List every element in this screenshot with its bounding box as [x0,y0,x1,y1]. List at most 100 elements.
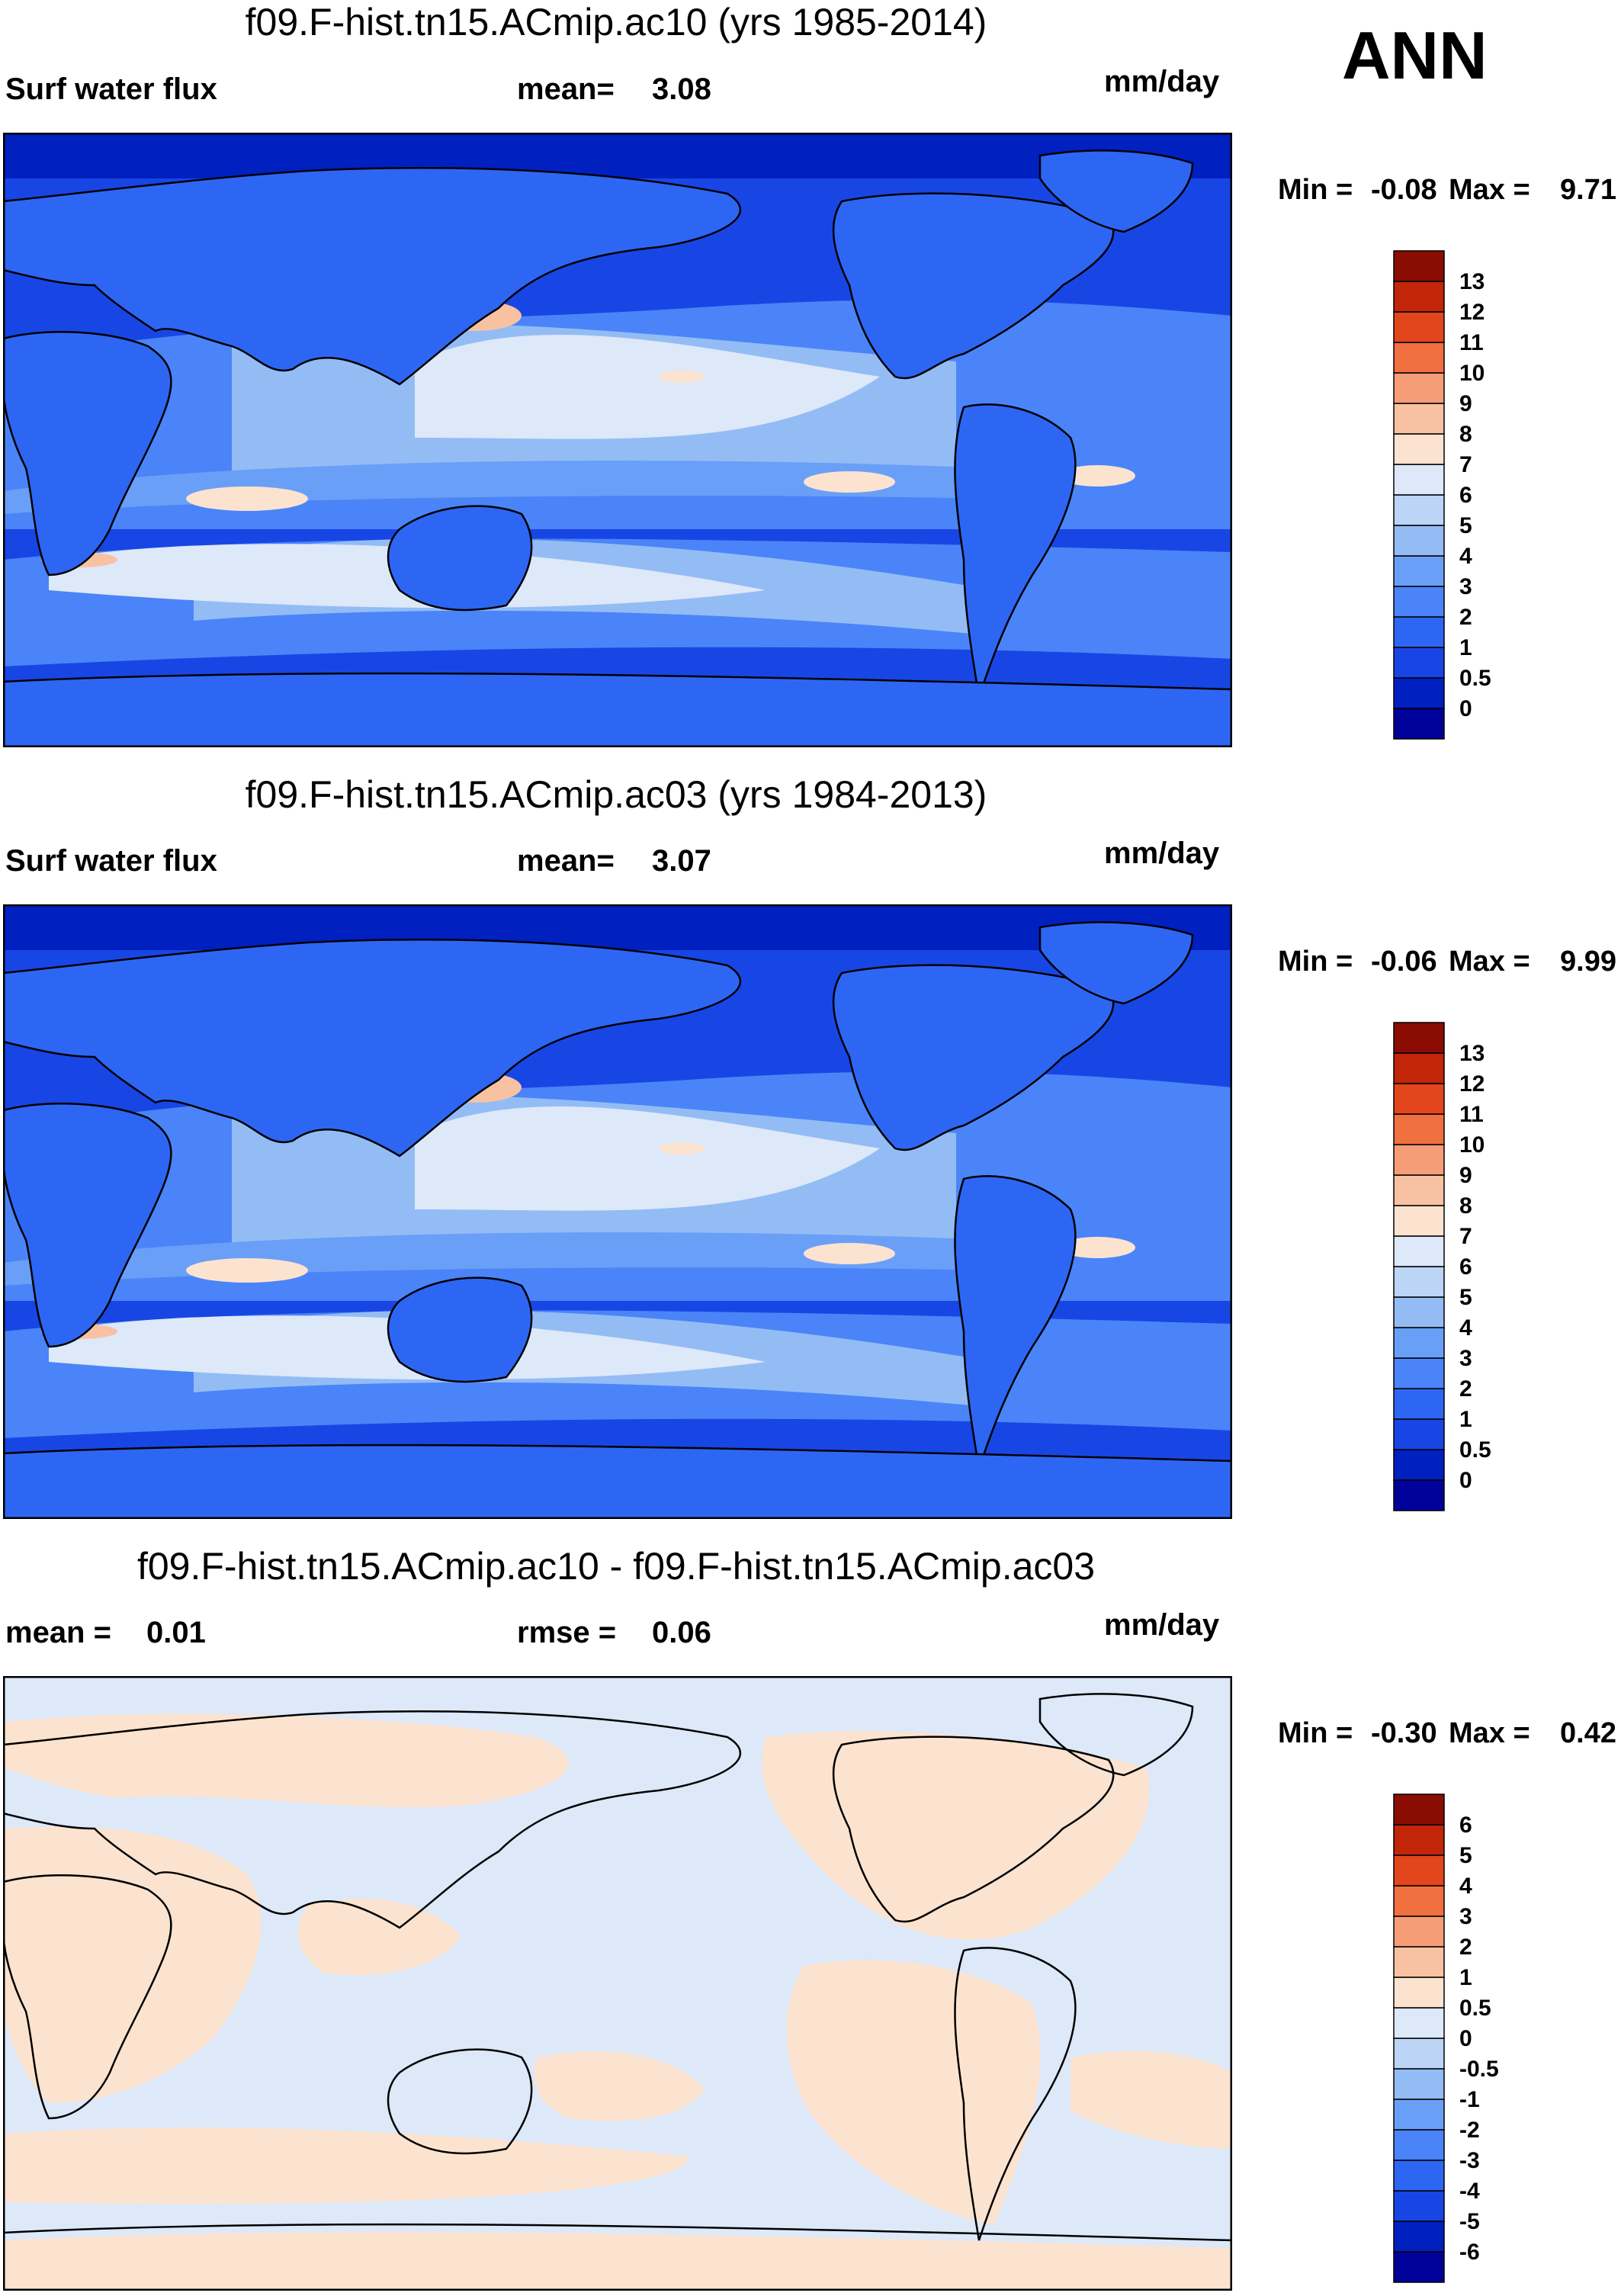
colorbar-segment [1393,1174,1445,1206]
colorbar-segment [1393,555,1445,587]
panel3-units: mm/day [1104,1608,1220,1642]
colorbar-tick-label: -4 [1459,2179,1480,2204]
colorbar-segment [1393,1976,1445,2009]
colorbar-tick-label: -5 [1459,2209,1480,2234]
colorbar-segment [1393,1824,1445,1856]
panel1-min-value: -0.08 [1371,174,1437,206]
colorbar-tick-label: 7 [1459,452,1472,477]
colorbar-tick-label: 0.5 [1459,1437,1491,1463]
colorbar-segment [1393,1357,1445,1389]
panel1-units: mm/day [1104,65,1220,98]
colorbar-segment [1393,1915,1445,1948]
colorbar-tick-label: 8 [1459,422,1472,447]
colorbar-tick-label: 12 [1459,1071,1485,1097]
panel1-mean-label: mean= [517,72,615,106]
colorbar-segment [1393,1266,1445,1298]
colorbar-segment [1393,2190,1445,2222]
colorbar-segment [1393,372,1445,404]
colorbar-segment [1393,677,1445,709]
panel1-map [3,133,1232,747]
colorbar-tick-label: -2 [1459,2118,1480,2143]
panel3-mean-label: mean = [5,1616,111,1649]
colorbar-segment [1393,1022,1445,1054]
colorbar-segment [1393,1144,1445,1176]
colorbar-tick-label: 1 [1459,1407,1472,1432]
panel2-max-value: 9.99 [1560,946,1616,978]
colorbar-segment [1393,1113,1445,1145]
panel1-max-label: Max = [1449,174,1530,206]
season-label: ANN [1342,18,1488,93]
panel1-variable-label: Surf water flux [5,72,217,106]
colorbar-tick-label: -0.5 [1459,2057,1499,2082]
colorbar-tick-label: 10 [1459,1132,1485,1158]
colorbar-segment [1393,2007,1445,2039]
colorbar-tick-label: 0 [1459,1468,1472,1493]
colorbar-segment [1393,616,1445,648]
colorbar-segment [1393,1793,1445,1826]
panel3-rmse-label: rmse = [517,1616,617,1649]
colorbar-segment [1393,311,1445,343]
panel3-title: f09.F-hist.tn15.ACmip.ac10 - f09.F-hist.… [136,1545,1096,1588]
colorbar-tick-label: 11 [1459,1102,1484,1127]
colorbar-tick-label: 12 [1459,300,1485,325]
panel1-mean-value: 3.08 [652,72,711,106]
panel2-title: f09.F-hist.tn15.ACmip.ac03 (yrs 1984-201… [245,773,987,816]
colorbar-tick-label: 6 [1459,1813,1472,1838]
panel2-colorbar: 13 12 11 10 9 8 7 6 5 4 3 2 1 0.5 0 [1393,1022,1491,1511]
panel3-min-value: -0.30 [1371,1717,1437,1749]
panel2-min-label: Min = [1278,946,1353,978]
colorbar-tick-label: 3 [1459,1904,1472,1929]
colorbar-tick-label: 0 [1459,2026,1472,2051]
colorbar-tick-label: 6 [1459,1254,1472,1280]
colorbar-tick-label: 5 [1459,1843,1472,1868]
colorbar-segment [1393,708,1445,740]
colorbar-segment [1393,250,1445,282]
colorbar-segment [1393,647,1445,679]
colorbar-tick-label: 3 [1459,574,1472,599]
colorbar-tick-label: 4 [1459,544,1472,569]
colorbar-tick-label: 10 [1459,361,1485,386]
colorbar-tick-label: 2 [1459,605,1472,630]
colorbar-segment [1393,2160,1445,2192]
colorbar-tick-label: 0 [1459,696,1472,721]
panel2-map [3,904,1232,1519]
colorbar-segment [1393,1296,1445,1328]
colorbar-segment [1393,281,1445,313]
panel3-max-label: Max = [1449,1717,1530,1749]
colorbar-segment [1393,1052,1445,1084]
colorbar-segment [1393,342,1445,374]
colorbar-segment [1393,433,1445,465]
panel2-max-label: Max = [1449,946,1530,978]
panel1-title: f09.F-hist.tn15.ACmip.ac10 (yrs 1985-201… [245,1,987,43]
colorbar-tick-label: 2 [1459,1935,1472,1960]
colorbar-segment [1393,2099,1445,2131]
colorbar-segment [1393,1885,1445,1917]
colorbar-tick-label: 5 [1459,513,1472,538]
panel3-map [3,1676,1232,2291]
colorbar-segment [1393,2221,1445,2253]
panel1-min-label: Min = [1278,174,1353,206]
colorbar-tick-label: 1 [1459,1965,1472,1990]
colorbar-segment [1393,1235,1445,1267]
colorbar-tick-label: -6 [1459,2240,1480,2265]
colorbar-segment [1393,2068,1445,2100]
colorbar-tick-label: 6 [1459,483,1472,508]
colorbar-tick-label: 13 [1459,269,1485,294]
colorbar-tick-label: 9 [1459,1163,1472,1188]
panel1-colorbar: 13 12 11 10 9 8 7 6 5 4 3 2 1 0.5 0 [1393,250,1491,740]
colorbar-tick-label: 9 [1459,391,1472,416]
colorbar-segment [1393,403,1445,435]
colorbar-segment [1393,1946,1445,1978]
colorbar-tick-label: 4 [1459,1315,1472,1341]
colorbar-tick-label: 3 [1459,1346,1472,1371]
colorbar-segment [1393,1083,1445,1115]
panel3-colorbar: 6 5 4 3 2 1 0.5 0 -0.5 -1 -2 -3 -4 -5 -6 [1393,1793,1499,2283]
colorbar-segment [1393,1449,1445,1481]
colorbar-tick-label: -1 [1459,2087,1480,2112]
panel2-variable-label: Surf water flux [5,844,217,878]
panel3-rmse-value: 0.06 [652,1616,711,1649]
colorbar-tick-label: 5 [1459,1285,1472,1310]
colorbar-tick-label: 0.5 [1459,1996,1491,2021]
colorbar-tick-label: 0.5 [1459,666,1491,691]
panel2-units: mm/day [1104,837,1220,870]
